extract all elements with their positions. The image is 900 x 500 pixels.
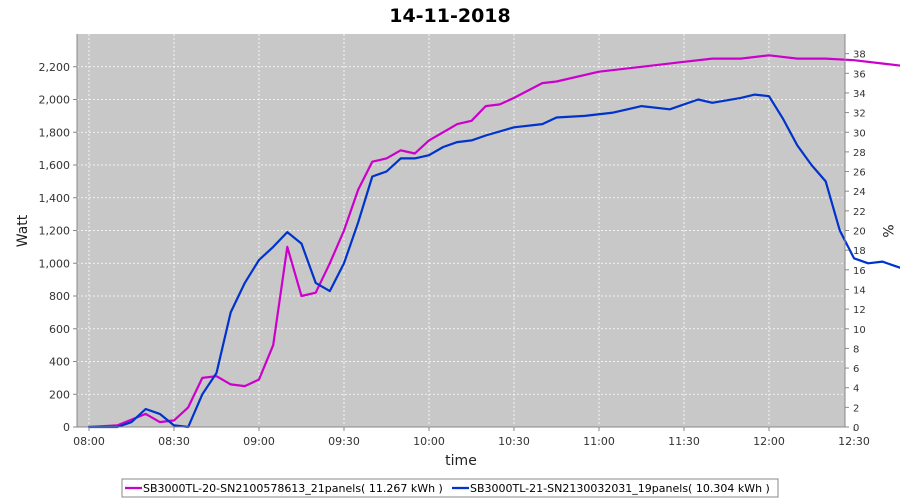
y-axis-title: Watt: [15, 214, 31, 247]
y2-tick-label: 24: [853, 187, 866, 198]
y-tick-label: 0: [63, 421, 70, 434]
y2-tick-label: 12: [853, 305, 866, 316]
x-tick-label: 11:00: [583, 435, 615, 448]
series-layer: [87, 54, 900, 429]
x-tick-label: 12:30: [838, 435, 870, 448]
legend-box: [121, 478, 779, 498]
y2-tick-label: 4: [853, 384, 859, 395]
y-tick-label: 1,800: [39, 126, 71, 139]
legend-label-1: SB3000TL-20-SN2100578613_21panels( 11.26…: [143, 482, 443, 495]
y-tick-label: 200: [49, 388, 70, 401]
x-axis-ticks: 08:00 08:30 09:00 09:30 10:00 10:30 11:00 11:30…: [73, 427, 870, 448]
y2-tick-label: 0: [853, 423, 859, 434]
x-tick-label: 08:30: [158, 435, 190, 448]
y-tick-label: 800: [49, 290, 70, 303]
y-axis-ticks: 0 200 400 600 800 1,000 1,200 1,400 1,600 1,800 2,…: [39, 61, 77, 434]
y2-tick-label: 20: [853, 227, 866, 238]
y2-tick-label: 30: [853, 128, 866, 139]
y2-tick-label: 6: [853, 364, 859, 375]
series-line-2: [87, 93, 900, 429]
chart-title: 14-11-2018: [389, 5, 511, 27]
y-tick-label: 1,600: [39, 159, 71, 172]
series-line-1: [87, 54, 900, 429]
y-tick-label: 1,200: [39, 225, 71, 238]
y2-tick-label: 28: [853, 148, 866, 159]
x-tick-label: 08:00: [73, 435, 105, 448]
y2-tick-label: 16: [853, 266, 866, 277]
legend: SB3000TL-20-SN2100578613_21panels( 11.26…: [121, 478, 779, 498]
y2-tick-label: 34: [853, 89, 866, 100]
x-axis-title: time: [445, 453, 477, 469]
x-tick-label: 10:30: [498, 435, 530, 448]
y2-axis-title: %: [879, 224, 895, 237]
y-tick-label: 2,200: [39, 61, 71, 74]
y2-tick-label: 18: [853, 246, 866, 257]
y2-tick-label: 14: [853, 285, 866, 296]
y2-tick-label: 26: [853, 168, 866, 179]
x-tick-label: 09:00: [243, 435, 275, 448]
legend-label-2: SB3000TL-21-SN2130032031_19panels( 10.30…: [470, 482, 770, 495]
y-tick-label: 1,000: [39, 257, 71, 270]
y2-tick-label: 2: [853, 403, 859, 414]
y2-tick-label: 32: [853, 109, 866, 120]
y-tick-label: 2,000: [39, 94, 71, 107]
y2-tick-label: 36: [853, 69, 866, 80]
y-tick-label: 1,400: [39, 192, 71, 205]
x-tick-label: 09:30: [328, 435, 360, 448]
y2-tick-label: 8: [853, 344, 859, 355]
y2-tick-label: 38: [853, 50, 866, 61]
y2-tick-label: 22: [853, 207, 866, 218]
x-tick-label: 11:30: [668, 435, 700, 448]
y-tick-label: 400: [49, 356, 70, 369]
y2-tick-label: 10: [853, 325, 866, 336]
y-tick-label: 600: [49, 323, 70, 336]
x-tick-label: 10:00: [413, 435, 445, 448]
x-tick-label: 12:00: [753, 435, 785, 448]
